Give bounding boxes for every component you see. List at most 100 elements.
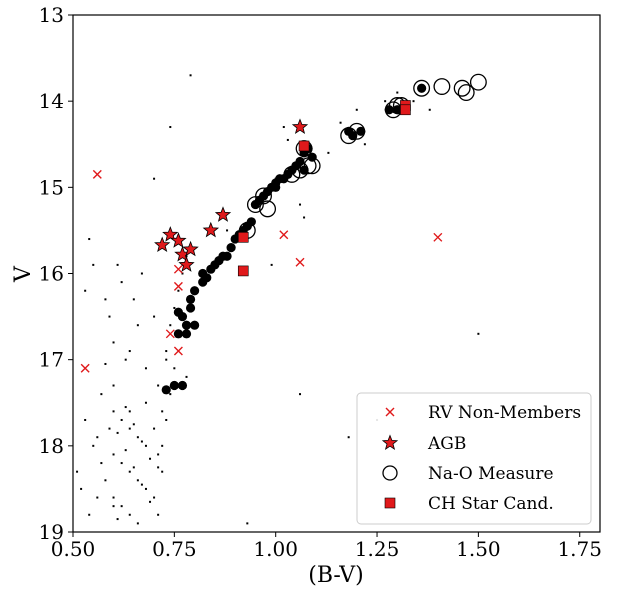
cmd-star-dot	[477, 332, 480, 335]
cmd-star-dot	[428, 108, 431, 111]
cmd-star-dot	[120, 462, 123, 465]
na-o-measure-point	[255, 187, 272, 205]
cmd-star-dot	[282, 126, 285, 129]
cmd-star-dot	[128, 410, 131, 413]
cmd-star-dot	[120, 281, 123, 284]
member-star-point	[226, 243, 236, 253]
member-star-point	[417, 83, 427, 93]
legend-marker-na-o-measure-point	[382, 465, 398, 481]
series-member-star-point	[161, 83, 427, 395]
rv-non-member-point	[433, 232, 443, 242]
cmd-star-dot	[189, 74, 192, 77]
member-star-point	[356, 126, 366, 136]
cmd-star-dot	[100, 462, 103, 465]
cmd-star-dot	[169, 393, 172, 396]
cmd-star-dot	[149, 500, 152, 503]
cmd-star-dot	[92, 444, 95, 447]
y-tick-label: 19	[39, 520, 64, 544]
member-star-point	[173, 329, 183, 339]
x-tick-label: 0.50	[51, 537, 96, 561]
member-star-point	[190, 286, 200, 296]
cmd-star-dot	[299, 203, 302, 206]
cmd-star-dot	[169, 324, 172, 327]
legend-label-na-o-measure: Na-O Measure	[428, 464, 554, 484]
cmd-star-dot	[355, 108, 358, 111]
agb-star-point	[178, 256, 195, 272]
member-star-point	[185, 294, 196, 304]
cmd-star-dot	[84, 289, 87, 292]
cmd-star-dot	[136, 324, 139, 327]
cmd-star-dot	[108, 315, 111, 318]
cmd-star-dot	[128, 427, 131, 430]
cmd-star-dot	[144, 401, 147, 404]
cmd-star-dot	[157, 453, 160, 456]
cmd-star-dot	[149, 457, 152, 460]
member-star-point	[275, 174, 285, 184]
member-star-point	[295, 156, 305, 167]
cmd-star-dot	[363, 143, 366, 146]
member-star-point	[307, 152, 317, 162]
cmd-star-dot	[384, 100, 387, 103]
cmd-star-dot	[128, 470, 131, 473]
cmd-star-dot	[140, 440, 143, 443]
legend-label-agb: AGB	[427, 434, 466, 454]
cmd-star-dot	[112, 505, 115, 508]
cmd-star-dot	[153, 427, 156, 430]
member-star-point	[190, 320, 200, 330]
legend-label-ch-star-cand: CH Star Cand.	[428, 494, 554, 514]
x-axis-label: (B-V)	[308, 563, 363, 588]
y-axis-label: V	[11, 265, 36, 283]
cmd-star-dot	[165, 358, 168, 361]
agb-star-point	[202, 221, 220, 238]
cmd-star-dot	[153, 496, 156, 499]
cmd-star-dot	[161, 444, 164, 447]
cmd-star-dot	[181, 272, 184, 275]
cmd-star-dot	[92, 263, 95, 266]
cmd-star-dot	[124, 449, 127, 452]
cmd-star-dot	[161, 410, 164, 413]
na-o-measure-point	[283, 165, 301, 183]
y-tick-label: 14	[39, 89, 64, 113]
cmd-star-dot	[136, 436, 139, 439]
cmd-star-dot	[96, 496, 99, 499]
x-tick-label: 1.50	[456, 537, 501, 561]
agb-star-point	[182, 240, 199, 257]
cmd-star-dot	[299, 393, 302, 396]
cmd-star-dot	[339, 121, 342, 124]
na-o-measure-point	[348, 122, 366, 140]
y-tick-label: 16	[39, 262, 64, 286]
cmd-star-dot	[116, 518, 119, 521]
series-rv-non-member-point	[80, 169, 443, 373]
cmd-star-dot	[88, 238, 91, 241]
cmd-star-dot	[144, 444, 147, 447]
rv-non-member-point	[295, 257, 305, 267]
series-na-o-measure-point	[238, 73, 487, 239]
na-o-measure-point	[453, 79, 471, 97]
rv-non-member-point	[92, 169, 102, 179]
na-o-measure-point	[303, 157, 321, 175]
cmd-star-dot	[124, 358, 127, 361]
cmd-star-dot	[80, 487, 83, 490]
cmd-star-dot	[165, 418, 168, 421]
y-tick-label: 17	[39, 348, 64, 372]
cmd-star-dot	[112, 384, 115, 387]
agb-star-point	[170, 232, 187, 248]
rv-non-member-point	[173, 281, 183, 291]
cmd-star-dot	[140, 272, 143, 275]
cmd-star-dot	[124, 406, 127, 409]
cmd-star-dot	[157, 513, 160, 516]
cmd-star-dot	[286, 138, 289, 141]
legend-marker-agb-star-point	[381, 434, 399, 451]
rv-non-member-point	[173, 264, 183, 274]
cmd-star-dot	[153, 315, 156, 318]
y-tick-label: 13	[39, 3, 64, 27]
na-o-measure-point	[457, 84, 475, 102]
legend: RV Non-Members AGB Na-O Measure CH Star …	[356, 392, 592, 525]
legend-markers	[381, 407, 399, 509]
member-star-point	[384, 105, 394, 115]
y-axis: 13 14 15 16 17 18 19	[39, 3, 73, 544]
cmd-star-dot	[116, 431, 119, 434]
x-tick-label: 1.00	[253, 537, 298, 561]
cmd-star-dot	[104, 362, 107, 365]
